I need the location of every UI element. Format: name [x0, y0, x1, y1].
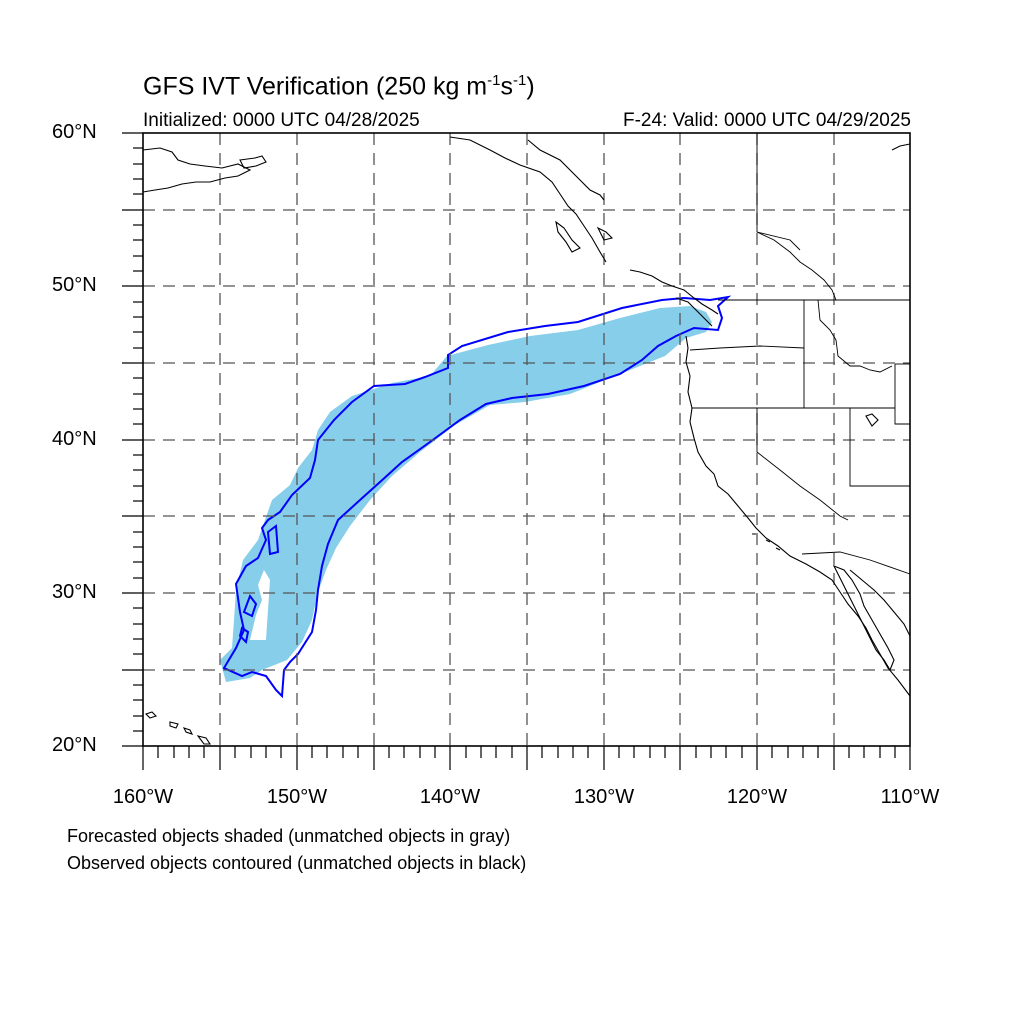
observed-ivt-contour-inner	[238, 524, 280, 645]
lat-label-50: 50°N	[52, 274, 97, 296]
lon-label-150w: 150°W	[266, 786, 328, 808]
initialized-time: Initialized: 0000 UTC 04/28/2025	[143, 110, 420, 131]
valid-time: F-24: Valid: 0000 UTC 04/29/2025	[623, 110, 911, 131]
lat-label-60: 60°N	[52, 121, 97, 143]
lon-label-140w: 140°W	[419, 786, 481, 808]
lat-label-30: 30°N	[52, 581, 97, 603]
observed-ivt-contour	[222, 295, 732, 699]
lon-label-120w: 120°W	[726, 786, 788, 808]
lat-label-20: 20°N	[52, 734, 97, 756]
political-boundaries	[689, 133, 911, 575]
lon-label-160w: 160°W	[112, 786, 174, 808]
observed-footnote: Observed objects contoured (unmatched ob…	[67, 853, 527, 873]
lon-label-110w: 110°W	[880, 786, 940, 808]
map-title: GFS IVT Verification (250 kg m-1s-1)	[143, 72, 535, 101]
tick-marks	[122, 132, 911, 770]
lat-label-40: 40°N	[52, 428, 97, 450]
lon-label-130w: 130°W	[573, 786, 635, 808]
forecast-gap	[250, 570, 270, 640]
forecast-footnote: Forecasted objects shaded (unmatched obj…	[67, 826, 511, 846]
